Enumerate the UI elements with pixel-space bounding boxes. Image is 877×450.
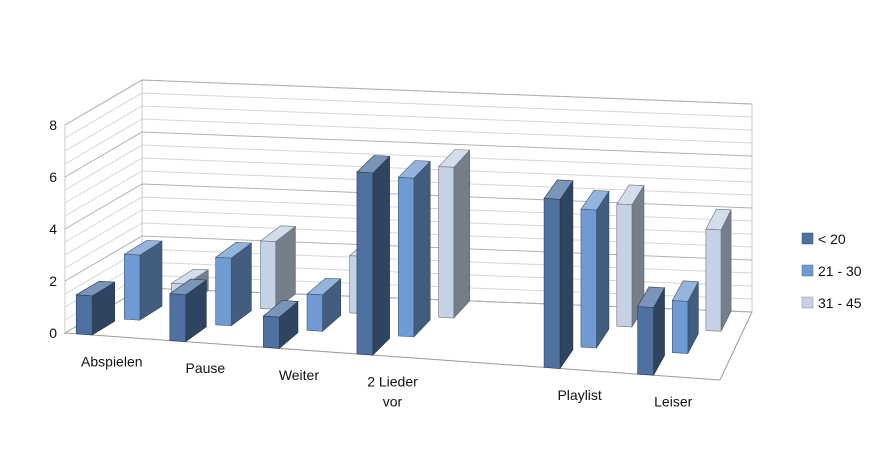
x-axis-labels: Abspielen Pause Weiter 2 Lieder vor Playlist L… [81,353,693,409]
bar [637,286,666,377]
x-tick-label: Abspielen [81,353,143,369]
x-tick-label-line: vor [383,394,403,410]
bar [437,149,471,319]
bar-front-face [124,253,141,321]
bar-front-face [637,306,654,376]
bar-side-face [596,190,610,349]
bar [356,155,391,356]
bar [123,240,163,321]
bar [671,280,699,354]
gridline [64,118,753,165]
x-tick-label: Weiter [279,367,320,383]
y-tick-label: 6 [49,169,57,185]
bars [75,149,732,377]
x-tick-label-line: Playlist [557,387,601,403]
gridline [64,144,753,191]
legend-label: 31 - 45 [818,295,862,311]
bar-front-face [306,293,323,332]
y-tick-label: 0 [49,325,57,341]
x-tick-label-line: Pause [186,360,226,376]
chart-area: 0 2 4 6 8 Abspielen Pause Weiter 2 Lieder vor Pla… [12,10,865,442]
bar-front-face [263,315,280,349]
bar-chart-3d: 0 2 4 6 8 Abspielen Pause Weiter 2 Lieder vor Pla… [49,79,862,410]
bar [75,280,116,336]
gridline [64,131,753,178]
bar [306,277,342,332]
bar-front-face [169,293,187,342]
y-axis-ticks: 0 2 4 6 8 [49,117,57,341]
x-tick-label-line: Leiser [654,394,692,410]
x-tick-label-line: 2 Lieder [367,374,418,390]
bar [705,208,732,332]
y-tick-label: 4 [49,221,57,237]
legend-swatch [801,296,814,309]
bar [259,225,297,310]
bar [543,179,574,370]
bar [168,278,208,343]
gridline [64,105,753,152]
x-tick-label-line: Abspielen [81,353,143,369]
legend-swatch [801,264,814,277]
bar-side-face [372,155,390,356]
bar [262,300,299,350]
bar-front-face [215,256,232,327]
bar-front-face [260,240,276,310]
x-tick-label: Playlist [557,387,601,403]
bar [397,160,431,338]
bar [616,184,645,328]
bar-side-face [453,149,470,319]
bar-front-face [705,228,722,332]
bar-side-face [413,160,431,338]
bar-front-face [75,294,93,336]
x-tick-label: 2 Lieder vor [367,374,418,410]
gridline [64,79,753,126]
bar-front-face [616,203,633,328]
bar-side-face [559,179,574,370]
legend-label: 21 - 30 [818,263,862,279]
gridline [64,157,753,204]
x-tick-label-line: Weiter [279,367,320,383]
bar-front-face [356,171,374,356]
y-tick-label: 2 [49,273,57,289]
bar-front-face [543,198,561,369]
legend-swatch [801,232,814,245]
legend: < 20 21 - 30 31 - 45 [801,231,862,311]
gridline [64,92,753,139]
bar [214,242,253,327]
bar-front-face [671,300,689,354]
legend-label: < 20 [818,231,846,247]
bar-front-face [580,208,597,349]
y-tick-label: 8 [49,117,57,133]
x-tick-label: Leiser [654,394,692,410]
bar [580,190,610,349]
bar-front-face [438,166,455,319]
x-tick-label: Pause [186,360,226,376]
gridline [64,170,753,217]
bar-side-face [720,209,732,332]
bar-front-face [398,176,415,338]
